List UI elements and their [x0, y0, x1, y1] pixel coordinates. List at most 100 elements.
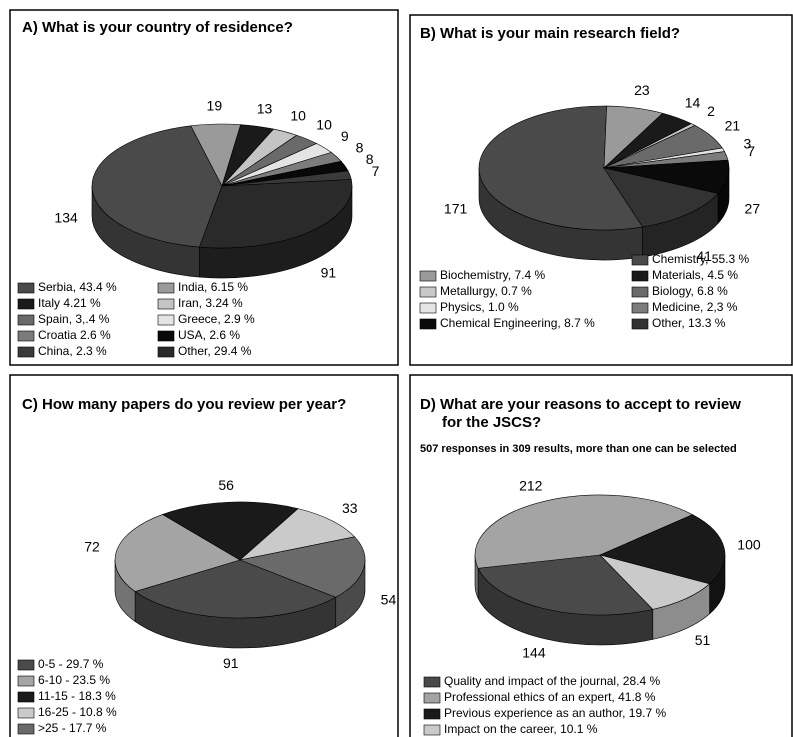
data-label: 9 [341, 128, 349, 144]
data-label: 7 [372, 163, 380, 179]
data-label: 72 [84, 539, 100, 555]
legend-swatch [157, 330, 175, 342]
slice [238, 508, 356, 561]
legend-swatch [17, 314, 35, 326]
chart-title: B) What is your main research field? [420, 25, 680, 42]
legend-label: Greece, 2.9 % [178, 312, 255, 326]
legend-label: 0-5 - 29.7 % [38, 657, 104, 671]
legend-swatch [17, 330, 35, 342]
legend-swatch [17, 659, 35, 671]
data-label: 19 [207, 97, 223, 113]
data-label: 100 [737, 537, 761, 553]
slice [477, 554, 654, 616]
data-label: 91 [321, 265, 337, 281]
panel-frame [409, 374, 793, 737]
legend-swatch [423, 708, 441, 720]
legend-label: USA, 2.6 % [178, 328, 240, 342]
data-label: 10 [290, 107, 306, 123]
data-label: 91 [223, 655, 239, 671]
legend-swatch [17, 723, 35, 735]
chart-title: C) How many papers do you review per yea… [22, 396, 346, 413]
data-label: 23 [634, 82, 650, 98]
legend-label: Medicine, 2,3 % [652, 300, 738, 314]
data-label: 56 [218, 477, 234, 493]
legend-label: Professional ethics of an expert, 41.8 % [444, 690, 656, 704]
data-label: 2 [707, 103, 715, 119]
data-label: 41 [696, 248, 712, 264]
legend-label: Italy 4.21 % [38, 296, 101, 310]
legend-label: 16-25 - 10.8 % [38, 705, 117, 719]
legend-label: 6-10 - 23.5 % [38, 673, 110, 687]
legend-label: Other, 29.4 % [178, 344, 252, 358]
legend-swatch [17, 707, 35, 719]
legend-swatch [423, 692, 441, 704]
data-label: 134 [54, 209, 78, 225]
legend-label: Metallurgy, 0.7 % [440, 284, 532, 298]
slice [91, 125, 223, 248]
slice [238, 536, 366, 598]
legend-swatch [631, 286, 649, 298]
legend-swatch [17, 691, 35, 703]
data-label: 3 [743, 135, 751, 151]
data-label: 14 [685, 95, 701, 111]
legend-swatch [419, 302, 437, 314]
legend-label: Other, 13.3 % [652, 316, 726, 330]
legend-swatch [419, 270, 437, 282]
legend-swatch [419, 286, 437, 298]
legend-swatch [17, 346, 35, 358]
legend-label: Chemistry, 55.3 % [652, 252, 749, 266]
legend-swatch [157, 346, 175, 358]
slice [599, 514, 726, 585]
chart-title: for the JSCS? [442, 414, 541, 431]
data-label: 21 [725, 118, 741, 134]
legend-label: Chemical Engineering, 8.7 % [440, 316, 595, 330]
legend-swatch [631, 318, 649, 330]
data-label: 212 [519, 478, 543, 494]
panel-frame [9, 9, 399, 366]
legend-swatch [419, 318, 437, 330]
data-label: 144 [522, 645, 546, 661]
slice [161, 501, 299, 561]
slice [474, 494, 694, 569]
legend-swatch [423, 676, 441, 688]
data-label: 171 [444, 200, 468, 216]
legend-label: China, 2.3 % [38, 344, 107, 358]
data-label: 54 [381, 591, 397, 607]
legend-swatch [423, 724, 441, 736]
slice [114, 514, 241, 592]
data-label: 8 [366, 151, 374, 167]
legend-swatch [17, 282, 35, 294]
data-label: 51 [695, 632, 711, 648]
panel-frame [9, 374, 399, 737]
legend-swatch [157, 314, 175, 326]
legend-label: Croatia 2.6 % [38, 328, 111, 342]
legend-swatch [631, 270, 649, 282]
legend-label: 11-15 - 18.3 % [38, 689, 116, 703]
legend-label: Iran, 3.24 % [178, 296, 243, 310]
legend-label: >25 - 17.7 % [38, 721, 107, 735]
slice [603, 167, 719, 228]
data-label: 7 [747, 143, 755, 159]
legend-swatch [157, 282, 175, 294]
panel-frame [409, 14, 793, 366]
legend-label: Previous experience as an author, 19.7 % [444, 706, 666, 720]
legend-swatch [631, 302, 649, 314]
legend-label: India, 6.15 % [178, 280, 248, 294]
legend-label: Biology, 6.8 % [652, 284, 728, 298]
legend-label: Biochemistry, 7.4 % [440, 268, 545, 282]
legend-label: Physics, 1.0 % [440, 300, 519, 314]
legend-swatch [17, 675, 35, 687]
chart-subtitle: 507 responses in 309 results, more than … [420, 443, 737, 455]
chart-title: D) What are your reasons to accept to re… [420, 396, 741, 413]
slice [478, 105, 644, 231]
slice [134, 559, 337, 619]
data-label: 27 [745, 200, 761, 216]
legend-label: Serbia, 43.4 % [38, 280, 117, 294]
slice [199, 179, 353, 249]
legend-label: Impact on the career, 10.1 % [444, 722, 598, 736]
legend-swatch [631, 254, 649, 266]
data-label: 10 [316, 117, 332, 133]
data-label: 33 [342, 500, 358, 516]
slice [599, 554, 711, 610]
